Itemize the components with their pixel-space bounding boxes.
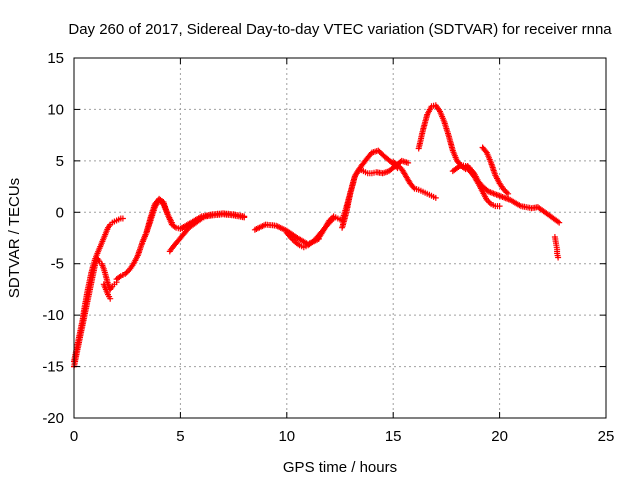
series-arc2 — [71, 255, 120, 370]
data-point — [405, 159, 412, 166]
data-point — [119, 215, 126, 222]
y-tick-label: 15 — [47, 50, 64, 67]
data-point — [505, 190, 512, 197]
series-arc13 — [415, 102, 473, 173]
y-tick-label: -10 — [42, 307, 64, 324]
x-tick-label: 10 — [278, 428, 295, 445]
series-arc11 — [339, 157, 412, 231]
grid — [74, 58, 606, 418]
x-tick-label: 20 — [491, 428, 508, 445]
data-point — [496, 203, 503, 210]
series-arc12 — [390, 158, 439, 201]
tick-labels: 0 5 10 15 20 25 -20 -15 -10 -5 0 5 10 15 — [42, 50, 614, 445]
data-point — [241, 213, 248, 220]
x-tick-label: 15 — [385, 428, 402, 445]
y-tick-label: 5 — [56, 153, 64, 170]
series-arc7 — [177, 210, 248, 232]
x-tick-label: 25 — [598, 428, 615, 445]
data-point — [556, 219, 563, 226]
plot-frame — [73, 57, 607, 419]
y-axis-label: SDTVAR / TECUs — [6, 178, 23, 298]
series-arc3 — [100, 281, 114, 302]
y-tick-label: 10 — [47, 101, 64, 118]
x-tick-label: 5 — [176, 428, 184, 445]
data-marks — [71, 102, 563, 370]
data-point — [410, 184, 417, 191]
y-tick-label: 0 — [56, 204, 64, 221]
series-arc5 — [139, 195, 192, 247]
data-point — [432, 194, 439, 201]
data-point — [107, 295, 114, 302]
data-point — [555, 254, 562, 261]
y-tick-label: -15 — [42, 359, 64, 376]
x-axis-label: GPS time / hours — [283, 459, 397, 476]
series-arc16 — [464, 163, 563, 226]
y-tick-label: -20 — [42, 410, 64, 427]
chart-title: Day 260 of 2017, Sidereal Day-to-day VTE… — [68, 21, 612, 38]
x-tick-label: 0 — [70, 428, 78, 445]
series-arc15 — [479, 144, 512, 197]
axis-ticks — [73, 57, 607, 419]
series-arc17 — [551, 234, 562, 261]
y-tick-label: -5 — [51, 256, 64, 273]
